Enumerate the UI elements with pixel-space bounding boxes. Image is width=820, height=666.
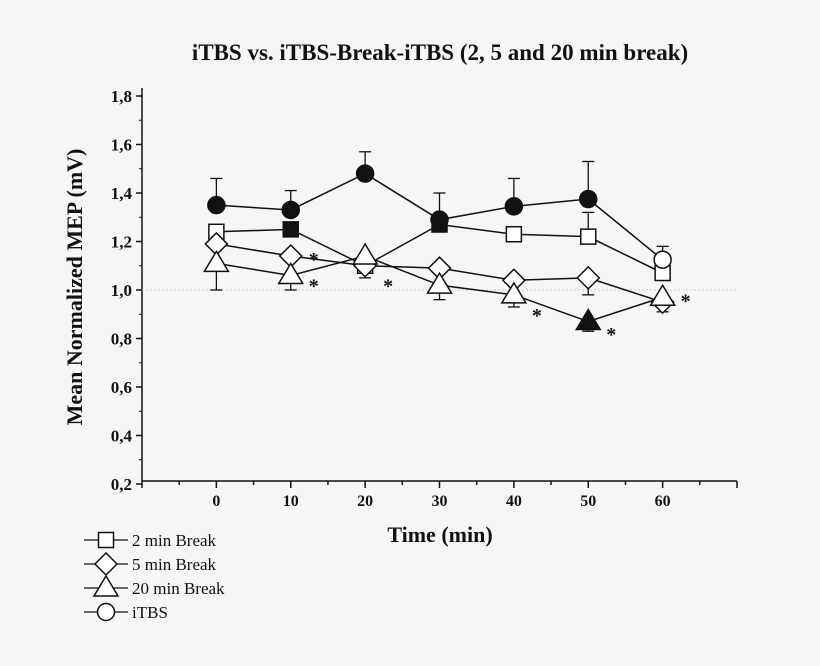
data-point — [579, 189, 598, 209]
legend-square-icon — [97, 531, 115, 549]
data-point — [649, 283, 676, 307]
x-axis-label: Time (min) — [387, 522, 492, 547]
x-tick-label: 50 — [580, 493, 596, 510]
data-point — [430, 210, 449, 229]
significance-asterisk: * — [383, 276, 393, 298]
series-circle — [210, 151, 669, 261]
data-point — [277, 261, 305, 285]
data-point — [504, 197, 524, 216]
y-tick-label: 0,8 — [111, 330, 132, 349]
data-point — [580, 228, 597, 245]
data-point — [355, 164, 375, 183]
data-point — [576, 265, 601, 290]
y-tick-label: 1,6 — [111, 136, 132, 155]
y-tick-label: 1,2 — [111, 233, 132, 252]
legend-label: 20 min Break — [132, 579, 225, 598]
significance-asterisk: * — [606, 324, 616, 346]
legend-label: iTBS — [132, 603, 168, 622]
chart-title: iTBS vs. iTBS-Break-iTBS (2, 5 and 20 mi… — [192, 40, 688, 65]
data-point — [207, 195, 226, 215]
legend-circle-icon — [96, 602, 116, 622]
y-tick-label: 1,0 — [111, 281, 132, 300]
data-point — [500, 281, 528, 304]
significance-asterisk: * — [309, 249, 319, 271]
x-tick-label: 20 — [357, 493, 373, 510]
significance-asterisk: * — [309, 276, 319, 298]
legend-item: 2 min Break — [84, 531, 217, 550]
y-axis-label: Mean Normalized MEP (mV) — [62, 149, 87, 426]
y-tick-label: 0,2 — [111, 475, 132, 494]
data-point — [351, 242, 379, 265]
legend-diamond-icon — [93, 551, 119, 577]
y-tick-label: 1,4 — [111, 184, 133, 203]
data-point — [426, 271, 453, 294]
x-tick-label: 0 — [212, 493, 220, 510]
data-point — [653, 250, 672, 269]
x-tick-label: 10 — [283, 493, 299, 510]
legend-item: iTBS — [84, 602, 168, 622]
x-tick-label: 60 — [655, 493, 671, 510]
legend-triangle-icon — [92, 574, 120, 597]
legend-item: 5 min Break — [84, 551, 217, 577]
y-tick-label: 0,4 — [111, 427, 133, 446]
data-point — [574, 308, 602, 331]
data-point — [282, 221, 299, 238]
data-point — [203, 249, 230, 273]
x-tick-label: 30 — [432, 493, 448, 510]
data-point — [505, 225, 523, 243]
significance-asterisk: * — [681, 290, 691, 312]
y-tick-label: 0,6 — [111, 378, 132, 397]
significance-asterisk: * — [532, 305, 542, 327]
y-tick-label: 1,8 — [111, 87, 132, 106]
legend-label: 5 min Break — [132, 555, 217, 574]
legend-label: 2 min Break — [132, 531, 217, 550]
x-tick-label: 40 — [506, 493, 522, 510]
data-point — [281, 200, 300, 220]
legend-item: 20 min Break — [84, 574, 225, 598]
